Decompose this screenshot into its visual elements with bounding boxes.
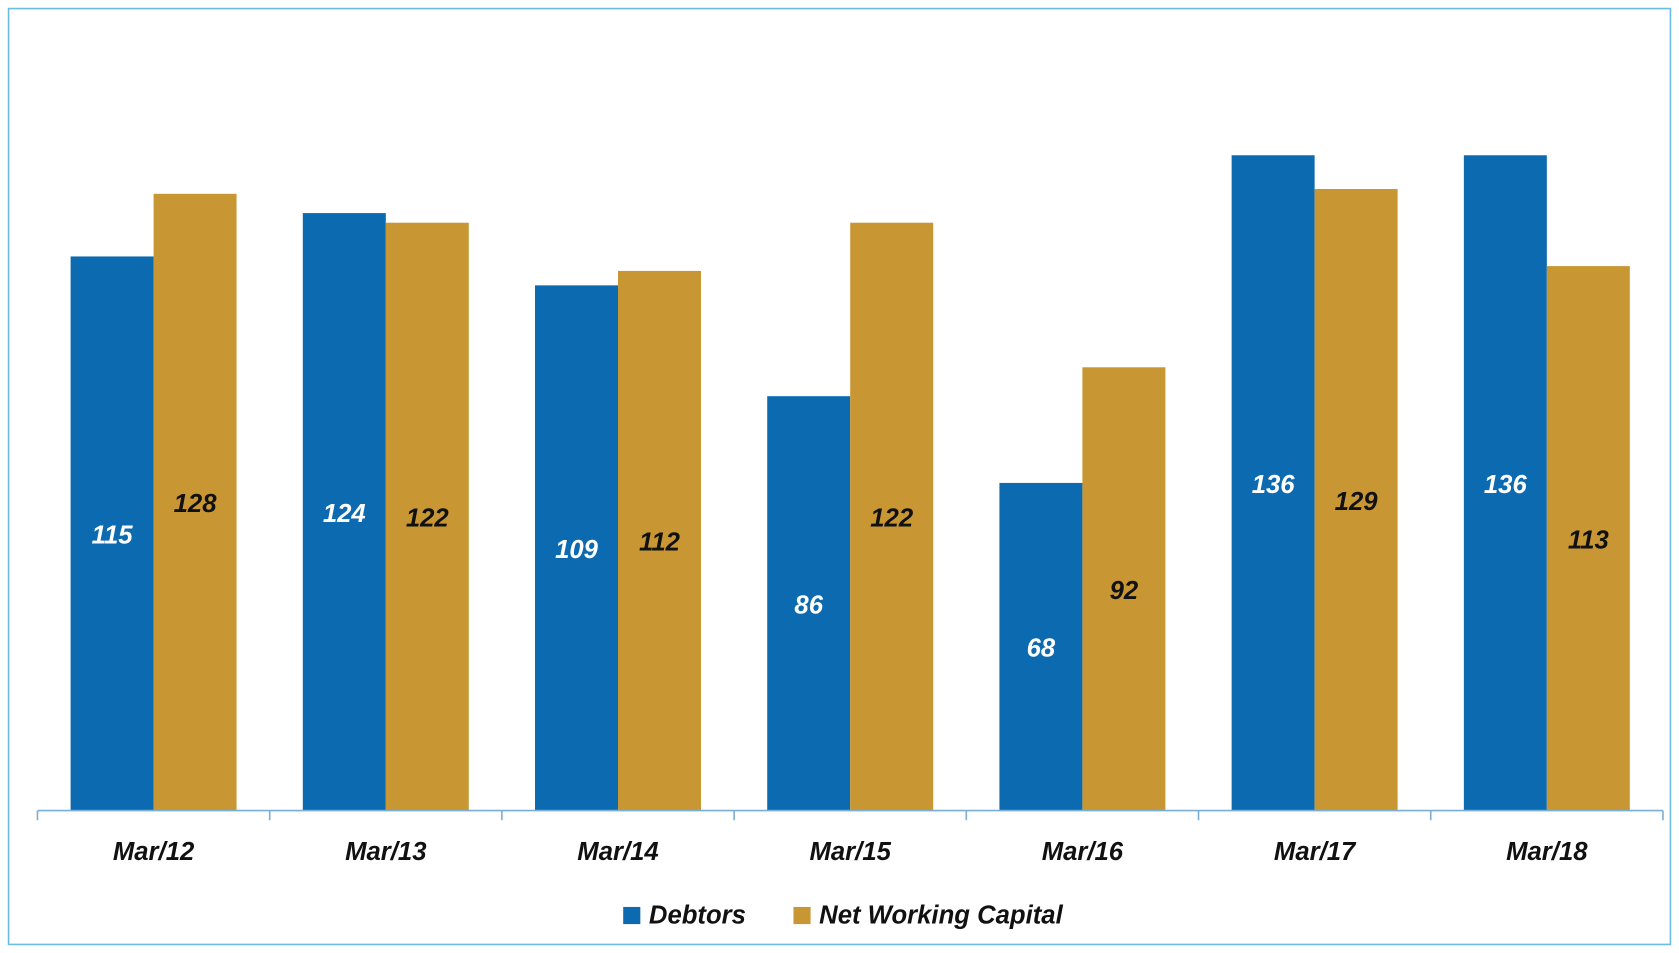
bar bbox=[999, 482, 1083, 811]
data-label: 129 bbox=[1335, 488, 1379, 516]
data-label: 112 bbox=[639, 529, 681, 557]
x-tick-label: Mar/12 bbox=[113, 838, 195, 866]
data-label: 86 bbox=[794, 591, 823, 619]
bar bbox=[850, 222, 934, 811]
bar bbox=[385, 222, 469, 811]
bar bbox=[1082, 367, 1166, 811]
x-tick-label: Mar/14 bbox=[577, 838, 658, 866]
x-tick-label: Mar/17 bbox=[1274, 838, 1357, 866]
bar bbox=[767, 396, 851, 811]
bar bbox=[70, 256, 154, 811]
bar bbox=[1546, 266, 1630, 811]
legend-label: Debtors bbox=[649, 901, 746, 929]
x-tick-label: Mar/13 bbox=[345, 838, 426, 866]
bar bbox=[1231, 155, 1315, 811]
x-tick-label: Mar/15 bbox=[810, 838, 892, 866]
data-label: 122 bbox=[870, 505, 914, 533]
data-label: 136 bbox=[1252, 471, 1296, 499]
bar bbox=[535, 285, 619, 811]
data-label: 136 bbox=[1484, 471, 1528, 499]
data-label: 109 bbox=[555, 536, 599, 564]
bar bbox=[618, 270, 701, 811]
legend-swatch bbox=[623, 906, 641, 925]
legend-swatch bbox=[793, 906, 811, 925]
bar bbox=[1463, 155, 1547, 811]
data-label: 68 bbox=[1027, 635, 1056, 663]
x-tick-label: Mar/18 bbox=[1506, 838, 1588, 866]
legend-label: Net Working Capital bbox=[819, 901, 1063, 929]
data-label: 115 bbox=[92, 522, 134, 550]
bar bbox=[153, 193, 237, 811]
data-label: 124 bbox=[323, 500, 366, 528]
x-tick-label: Mar/16 bbox=[1042, 838, 1124, 866]
data-label: 113 bbox=[1568, 526, 1609, 554]
data-label: 92 bbox=[1110, 577, 1139, 605]
data-label: 128 bbox=[174, 490, 218, 518]
data-label: 122 bbox=[406, 505, 450, 533]
bar bbox=[1314, 188, 1398, 811]
bar bbox=[302, 213, 386, 811]
